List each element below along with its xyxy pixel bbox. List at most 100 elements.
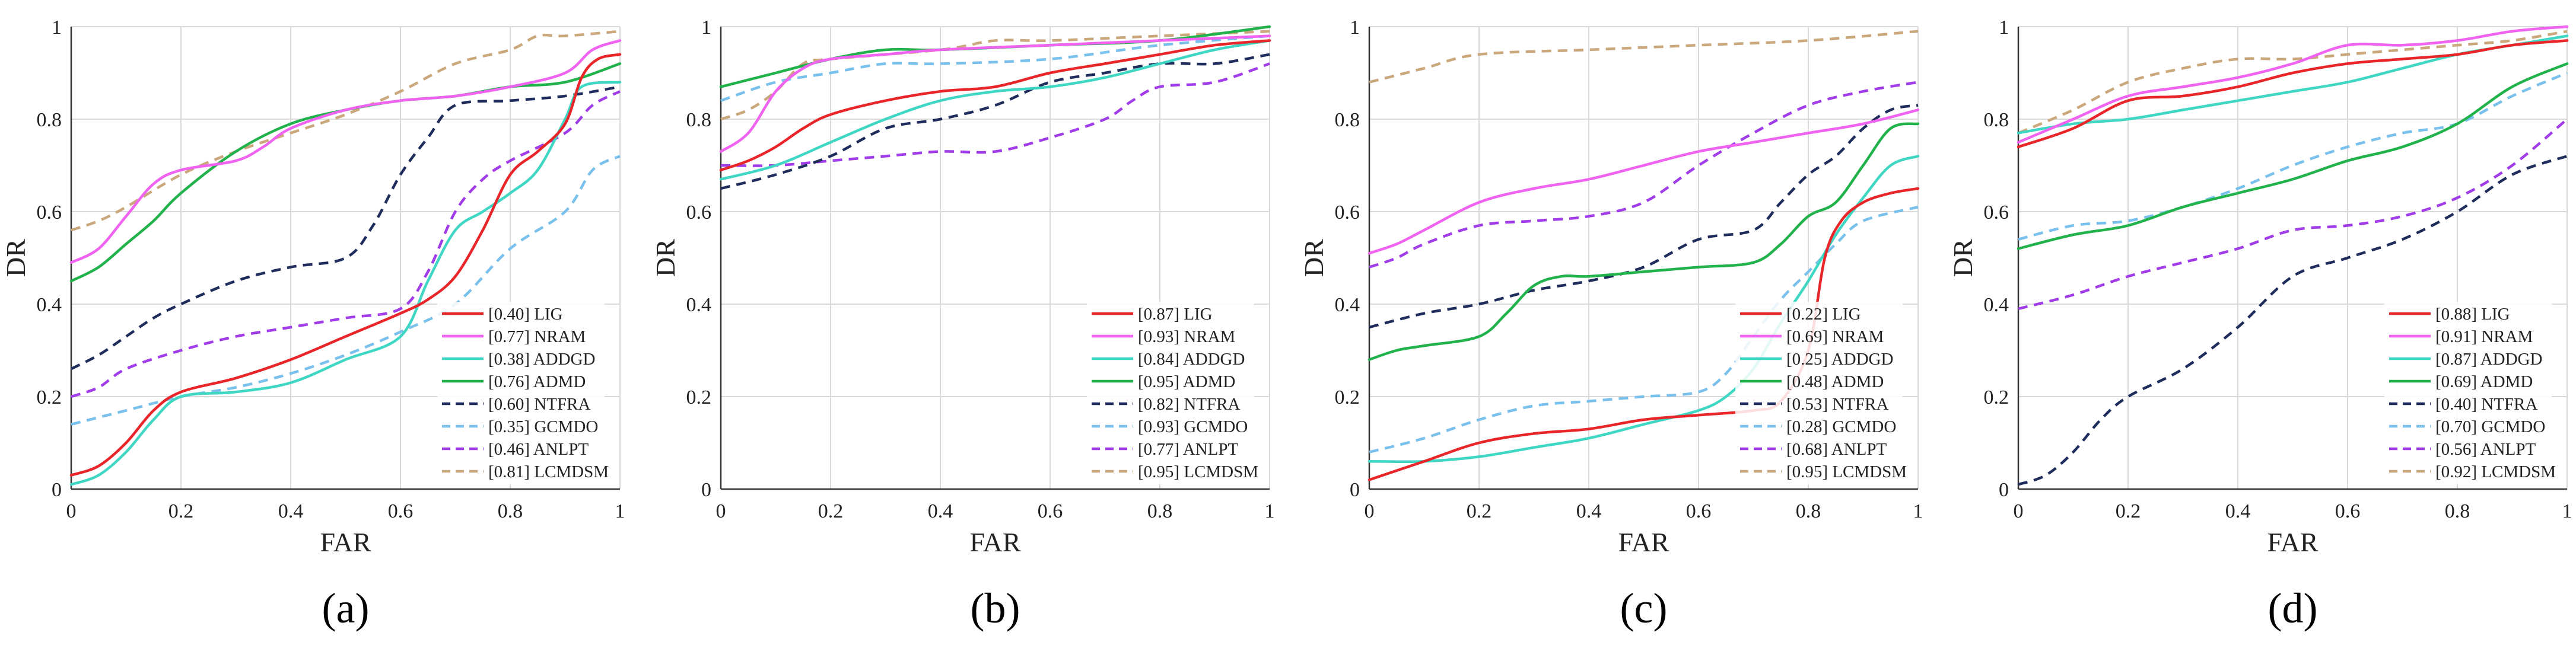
legend-background: [1735, 302, 1903, 484]
legend-entry-nram: [0.69] NRAM: [1786, 327, 1884, 346]
chart-panel-3: 0 0.2 0.4 0.6 0.8 1 0 0.2 0.4 0.6 0.8 1 FAR DR [0.22] …: [1299, 17, 1923, 632]
series-line-anlpt: [720, 62, 1270, 167]
series-line-anlpt: [2018, 118, 2568, 310]
legend-entry-addgd: [0.38] ADDGD: [488, 350, 595, 369]
series-line-nram: [69, 39, 622, 264]
y-tick-label: 1: [1350, 17, 1360, 39]
legend-entry-lig: [0.87] LIG: [1138, 305, 1213, 324]
series-line-ntfra: [70, 85, 621, 371]
y-tick-label: 0.6: [686, 202, 712, 223]
series-line-gcmdo: [1369, 206, 1919, 454]
x-tick-label: 1: [1913, 500, 1923, 522]
chart-panel-4: 0 0.2 0.4 0.6 0.8 1 0 0.2 0.4 0.6 0.8 1 FAR DR [0.88] …: [1948, 17, 2572, 632]
x-tick-label: 0: [2014, 500, 2024, 522]
y-tick-label: 0.2: [1335, 387, 1360, 408]
x-tick-label: 0: [1365, 500, 1375, 522]
x-tick-label: 0.8: [498, 500, 523, 522]
series-line-gcmdo: [2018, 71, 2568, 241]
panel-caption: (c): [1620, 585, 1668, 632]
y-axis-label: DR: [1299, 239, 1329, 277]
legend-background: [437, 302, 605, 484]
series-line-nram: [2017, 25, 2569, 144]
y-axis-label: DR: [1, 239, 31, 277]
panel-caption: (d): [2268, 585, 2318, 632]
legend-entry-admd: [0.95] ADMD: [1138, 372, 1235, 391]
x-tick-label: 0.2: [2116, 500, 2141, 522]
y-tick-label: 0.2: [37, 387, 62, 408]
legend: [0.40] LIG [0.77] NRAM [0.38] ADDGD [0.76] …: [437, 302, 609, 484]
x-tick-label: 0.8: [1147, 500, 1173, 522]
legend-entry-addgd: [0.25] ADDGD: [1786, 350, 1893, 369]
series-line-addgd: [69, 81, 622, 486]
legend-entry-addgd: [0.87] ADDGD: [2435, 350, 2542, 369]
legend-entry-admd: [0.69] ADMD: [2435, 372, 2533, 391]
x-tick-label: 0.8: [2445, 500, 2470, 522]
y-tick-label: 0.8: [686, 109, 712, 131]
y-tick-label: 0: [701, 479, 711, 501]
x-tick-label: 1: [615, 500, 625, 522]
y-tick-label: 0.4: [1335, 294, 1360, 316]
x-axis-label: FAR: [2267, 527, 2318, 557]
series-line-gcmdo: [71, 155, 621, 426]
legend-entry-anlpt: [0.68] ANLPT: [1786, 440, 1887, 459]
y-tick-label: 0.2: [1984, 387, 2009, 408]
y-axis-label: DR: [650, 239, 680, 277]
panel-caption: (a): [322, 585, 370, 632]
legend-entry-nram: [0.77] NRAM: [488, 327, 586, 346]
y-axis-label: DR: [1948, 239, 1978, 277]
legend-background: [2384, 302, 2552, 484]
x-axis-label: FAR: [320, 527, 371, 557]
legend-entry-gcmdo: [0.93] GCMDO: [1138, 417, 1248, 436]
chart-panel-1: 0 0.2 0.4 0.6 0.8 1 0 0.2 0.4 0.6 0.8 1 FAR DR [0.40] …: [1, 17, 625, 632]
series-line-admd: [69, 62, 622, 283]
series-line-lig: [2017, 39, 2569, 149]
legend: [0.87] LIG [0.93] NRAM [0.84] ADDGD [0.95] …: [1087, 302, 1258, 484]
series-group: [1367, 30, 1920, 481]
x-tick-label: 0: [716, 500, 726, 522]
legend-entry-lig: [0.40] LIG: [488, 305, 563, 324]
series-line-lcmdsm: [2018, 30, 2568, 135]
legend-entry-lcmdsm: [0.81] LCMDSM: [488, 462, 609, 481]
x-tick-label: 0: [66, 500, 77, 522]
legend-entry-gcmdo: [0.35] GCMDO: [488, 417, 598, 436]
series-line-lig: [719, 39, 1271, 172]
panel-caption: (b): [971, 585, 1020, 632]
x-axis-label: FAR: [1618, 527, 1669, 557]
series-line-ntfra: [2018, 155, 2568, 486]
x-tick-label: 0.6: [1686, 500, 1712, 522]
y-tick-label: 0.6: [37, 202, 62, 223]
x-tick-label: 1: [1265, 500, 1275, 522]
x-tick-label: 0.4: [1576, 500, 1602, 522]
series-line-admd: [1367, 122, 1920, 361]
x-tick-label: 0.8: [1796, 500, 1821, 522]
legend-entry-lcmdsm: [0.92] LCMDSM: [2435, 462, 2556, 481]
legend-entry-gcmdo: [0.28] GCMDO: [1786, 417, 1896, 436]
y-tick-label: 0.4: [37, 294, 62, 316]
x-tick-label: 0.4: [928, 500, 953, 522]
legend: [0.22] LIG [0.69] NRAM [0.25] ADDGD [0.48] …: [1735, 302, 1907, 484]
series-line-lig: [69, 53, 622, 477]
x-tick-label: 0.4: [278, 500, 304, 522]
series-line-addgd: [1367, 155, 1920, 464]
legend-entry-ntfra: [0.82] NTFRA: [1138, 395, 1240, 414]
series-group: [2017, 25, 2569, 486]
series-group: [69, 30, 622, 486]
legend-entry-admd: [0.76] ADMD: [488, 372, 586, 391]
x-axis-label: FAR: [969, 527, 1020, 557]
y-tick-label: 0.8: [1984, 109, 2009, 131]
series-line-lcmdsm: [71, 30, 621, 232]
legend-entry-lcmdsm: [0.95] LCMDSM: [1138, 462, 1258, 481]
y-tick-label: 1: [1999, 17, 2009, 39]
y-tick-label: 0.8: [1335, 109, 1360, 131]
legend-entry-admd: [0.48] ADMD: [1786, 372, 1884, 391]
y-tick-label: 0.8: [37, 109, 62, 131]
series-group: [719, 25, 1271, 190]
x-tick-label: 0.4: [2225, 500, 2251, 522]
legend-entry-ntfra: [0.60] NTFRA: [488, 395, 590, 414]
y-tick-label: 0: [1999, 479, 2009, 501]
x-tick-label: 0.2: [168, 500, 194, 522]
y-tick-label: 0: [52, 479, 62, 501]
legend-entry-lcmdsm: [0.95] LCMDSM: [1786, 462, 1907, 481]
y-tick-label: 0.6: [1984, 202, 2009, 223]
